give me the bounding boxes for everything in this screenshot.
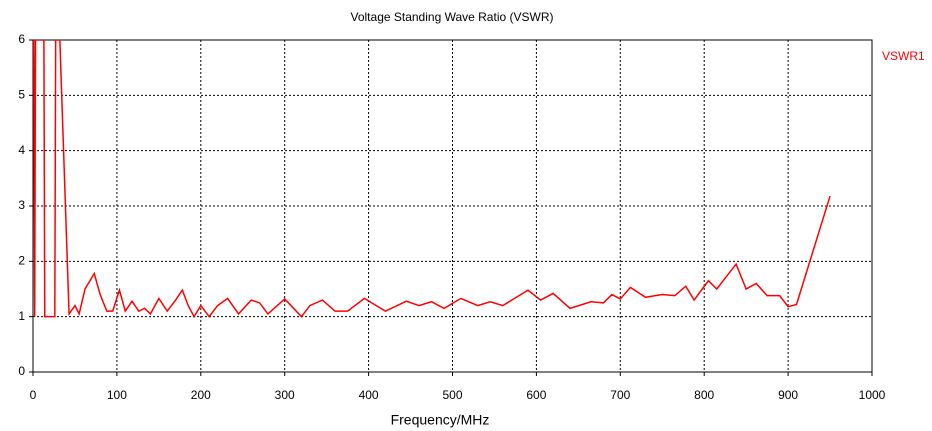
x-tick-label: 0 bbox=[30, 388, 37, 402]
x-tick-label: 700 bbox=[610, 388, 630, 402]
chart-title: Voltage Standing Wave Ratio (VSWR) bbox=[351, 10, 554, 24]
x-tick-label: 900 bbox=[778, 388, 798, 402]
y-tick-label: 0 bbox=[18, 364, 25, 378]
x-tick-label: 500 bbox=[442, 388, 462, 402]
x-tick-label: 300 bbox=[275, 388, 295, 402]
y-tick-label: 6 bbox=[18, 32, 25, 46]
x-tick-label: 800 bbox=[694, 388, 714, 402]
y-tick-label: 1 bbox=[18, 309, 25, 323]
x-tick-label: 200 bbox=[191, 388, 211, 402]
legend-label: VSWR1 bbox=[882, 49, 925, 63]
x-tick-label: 100 bbox=[107, 388, 127, 402]
x-tick-label: 400 bbox=[359, 388, 379, 402]
x-tick-label: 1000 bbox=[859, 388, 886, 402]
y-tick-label: 4 bbox=[18, 143, 25, 157]
data-line bbox=[33, 40, 831, 319]
x-tick-label: 600 bbox=[526, 388, 546, 402]
y-tick-label: 2 bbox=[18, 254, 25, 268]
x-axis-label: Frequency/MHz bbox=[391, 412, 490, 428]
y-tick-label: 5 bbox=[18, 88, 25, 102]
y-tick-label: 3 bbox=[18, 198, 25, 212]
